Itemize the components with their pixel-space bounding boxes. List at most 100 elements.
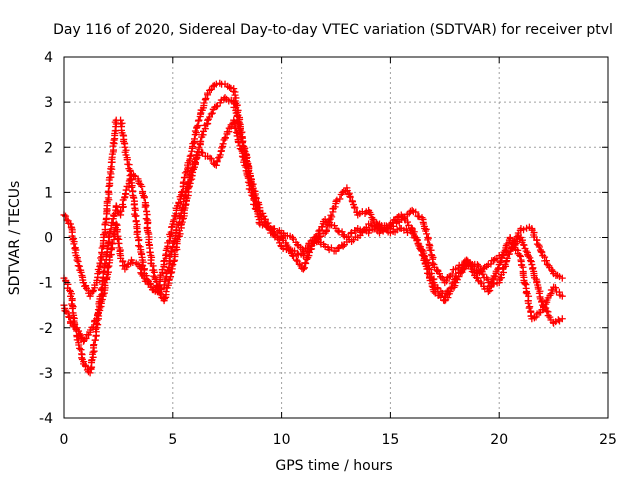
data-marker [403, 218, 411, 226]
data-marker [527, 257, 535, 265]
data-point [238, 152, 246, 160]
data-point [212, 103, 220, 111]
data-marker [254, 213, 262, 221]
data-marker [169, 239, 177, 247]
data-marker [138, 183, 146, 191]
data-marker [334, 227, 342, 235]
data-marker [197, 137, 205, 145]
data-marker [416, 243, 424, 251]
data-marker [468, 267, 476, 275]
data-marker [435, 270, 443, 278]
data-marker [185, 172, 193, 180]
chart-title: Day 116 of 2020, Sidereal Day-to-day VTE… [53, 22, 613, 38]
data-marker [142, 215, 150, 223]
data-marker [135, 242, 143, 250]
data-marker [133, 230, 141, 238]
data-marker [451, 275, 459, 283]
data-marker [89, 323, 97, 331]
data-marker [117, 207, 125, 215]
data-marker [491, 272, 499, 280]
data-marker [446, 285, 454, 293]
data-marker [331, 203, 339, 211]
data-marker [551, 284, 559, 292]
data-point [186, 152, 194, 160]
data-marker [208, 109, 216, 117]
data-marker [219, 140, 227, 148]
data-marker [415, 242, 423, 250]
data-marker [499, 251, 507, 259]
data-marker [64, 309, 72, 317]
data-marker [155, 289, 163, 297]
data-marker [231, 100, 239, 108]
data-marker [105, 233, 113, 241]
data-marker [338, 188, 346, 196]
data-marker [424, 265, 432, 273]
data-marker [361, 209, 369, 217]
data-marker [274, 235, 282, 243]
data-marker [295, 260, 303, 268]
data-marker [496, 258, 504, 266]
data-marker [164, 267, 172, 275]
data-marker [62, 212, 70, 220]
data-marker [315, 233, 323, 241]
data-marker [150, 268, 158, 276]
data-point [221, 94, 229, 102]
data-marker [346, 193, 354, 201]
data-marker [234, 138, 242, 146]
data-marker [158, 266, 166, 274]
data-marker [497, 257, 505, 265]
data-marker [548, 266, 556, 274]
data-marker [374, 221, 382, 229]
data-marker [104, 263, 112, 271]
data-marker [175, 198, 183, 206]
data-marker [505, 250, 513, 258]
data-marker [167, 248, 175, 256]
data-marker [367, 211, 375, 219]
data-marker [131, 212, 139, 220]
y-tick-label: 0 [44, 231, 53, 247]
data-marker [114, 239, 122, 247]
data-marker [82, 335, 90, 343]
data-marker [99, 269, 107, 277]
data-marker [105, 182, 113, 190]
data-marker [141, 203, 149, 211]
x-tick-label: 5 [168, 432, 177, 448]
data-marker [91, 336, 99, 344]
data-marker [423, 230, 431, 238]
data-marker [207, 110, 215, 118]
data-marker [315, 227, 323, 235]
data-marker [77, 268, 85, 276]
data-marker [193, 123, 201, 131]
data-marker [301, 259, 309, 267]
data-marker [113, 203, 121, 211]
data-marker [150, 272, 158, 280]
data-marker [97, 285, 105, 293]
data-point [558, 274, 566, 282]
data-marker [229, 87, 237, 95]
data-marker [318, 223, 326, 231]
data-point [67, 220, 75, 228]
data-point [73, 256, 81, 264]
data-marker [339, 231, 347, 239]
y-tick-label: -3 [39, 366, 53, 382]
data-marker [323, 226, 330, 234]
data-marker [448, 270, 456, 278]
data-marker [176, 213, 184, 221]
data-marker [129, 258, 137, 266]
data-marker [69, 322, 77, 330]
series-track-3 [60, 116, 566, 345]
data-marker [82, 362, 90, 370]
data-points [60, 79, 566, 377]
data-marker [334, 244, 342, 252]
data-marker [369, 215, 377, 223]
data-point [299, 265, 307, 273]
data-marker [503, 254, 511, 262]
data-marker [410, 230, 418, 238]
data-marker [89, 288, 97, 296]
data-marker [221, 134, 229, 142]
data-marker [457, 267, 465, 275]
data-marker [218, 144, 226, 152]
data-marker [97, 297, 105, 305]
y-axis-label: SDTVAR / TECUs [7, 181, 23, 296]
data-point [112, 220, 120, 228]
